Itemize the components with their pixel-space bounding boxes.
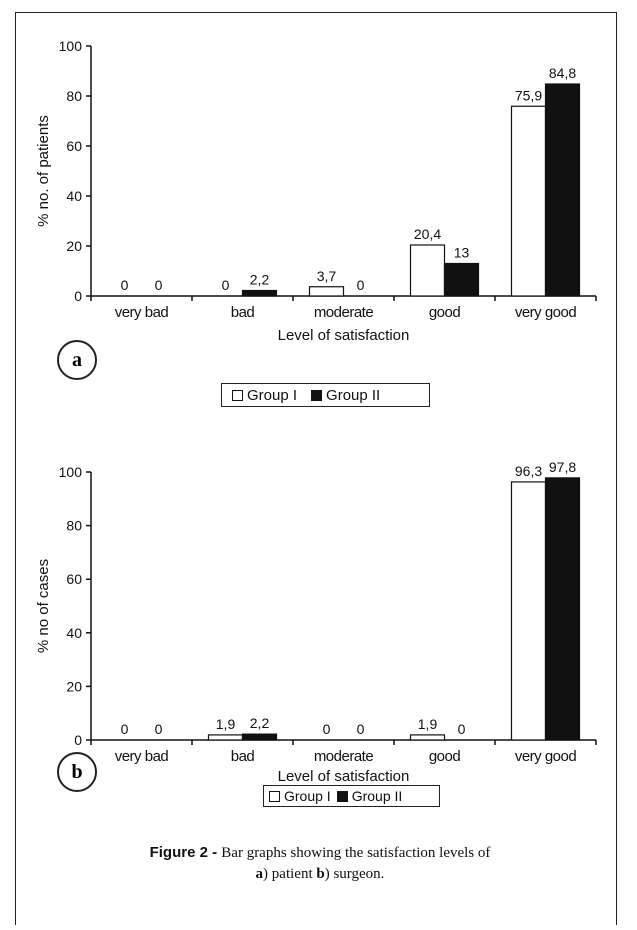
legend-label-group2: Group II bbox=[326, 386, 381, 404]
y-tick-label-a: 100 bbox=[59, 38, 83, 54]
data-label-a-series1: 3,7 bbox=[317, 268, 337, 284]
data-label-b-series2: 0 bbox=[155, 721, 163, 737]
legend-item-group1: Group I bbox=[232, 387, 297, 404]
data-label-a-series1: 20,4 bbox=[414, 226, 441, 242]
y-tick-label-a: 80 bbox=[66, 88, 82, 104]
legend-b: Group I Group II bbox=[263, 785, 440, 807]
data-label-b-series2: 2,2 bbox=[250, 715, 270, 731]
legend-swatch-group1 bbox=[232, 389, 243, 401]
x-tick-label-b: moderate bbox=[314, 748, 374, 765]
y-tick-label-a: 20 bbox=[66, 238, 82, 254]
legend-item-group2: Group II bbox=[311, 387, 380, 404]
bar-a-series2 bbox=[544, 83, 581, 297]
legend-item-group2-b: Group II bbox=[336, 788, 403, 804]
legend-label-group1: Group I bbox=[247, 386, 298, 404]
data-label-a-series1: 0 bbox=[121, 277, 129, 293]
caption-a-text: ) patient bbox=[263, 866, 317, 882]
legend-label-group1-b: Group I bbox=[284, 788, 331, 804]
caption-b-text: ) surgeon. bbox=[324, 866, 385, 882]
panel-label-b: b bbox=[57, 752, 97, 792]
data-label-a-series2: 13 bbox=[454, 245, 470, 261]
caption-b-letter: b bbox=[316, 866, 325, 882]
legend-swatch-group1-b bbox=[269, 790, 280, 802]
x-tick-label-a: bad bbox=[231, 304, 255, 321]
y-tick-label-b: 60 bbox=[66, 571, 82, 587]
x-tick-label-b: very bad bbox=[115, 748, 169, 765]
y-tick-label-a: 0 bbox=[74, 288, 82, 304]
caption-text: Bar graphs showing the satisfaction leve… bbox=[221, 845, 491, 861]
bar-a-series2 bbox=[241, 289, 278, 297]
data-label-b-series2: 0 bbox=[357, 721, 365, 737]
x-tick-label-b: very good bbox=[515, 748, 577, 765]
data-label-b-series1: 96,3 bbox=[515, 463, 542, 479]
y-tick-label-a: 40 bbox=[66, 188, 82, 204]
bar-a-series1 bbox=[510, 105, 547, 297]
legend-swatch-group2 bbox=[311, 389, 323, 401]
data-label-a-series2: 0 bbox=[357, 277, 365, 293]
bar-a-series2 bbox=[443, 262, 480, 297]
bar-b-series1 bbox=[409, 734, 446, 741]
x-tick-label-a: very good bbox=[515, 304, 577, 321]
x-tick-label-b: bad bbox=[231, 748, 255, 765]
bar-a-series1 bbox=[308, 286, 345, 297]
y-axis-title-b: % no of cases bbox=[35, 559, 52, 653]
figure-frame bbox=[15, 12, 617, 925]
bar-b-series2 bbox=[544, 477, 581, 741]
caption-a-letter: a bbox=[255, 866, 264, 882]
y-tick-label-b: 100 bbox=[59, 464, 83, 480]
x-tick-label-a: moderate bbox=[314, 304, 374, 321]
y-tick-label-a: 60 bbox=[66, 138, 82, 154]
data-label-a-series2: 2,2 bbox=[250, 272, 270, 288]
x-tick-label-a: good bbox=[429, 304, 461, 321]
x-axis-title-a: Level of satisfaction bbox=[278, 327, 410, 344]
x-tick-label-a: very bad bbox=[115, 304, 169, 321]
y-tick-label-b: 20 bbox=[66, 678, 82, 694]
caption-label: Figure 2 - bbox=[149, 844, 222, 861]
figure-caption: Figure 2 - Bar graphs showing the satisf… bbox=[70, 842, 570, 885]
data-label-a-series1: 75,9 bbox=[515, 87, 542, 103]
legend-swatch-group2-b bbox=[336, 790, 348, 802]
data-label-b-series1: 0 bbox=[323, 721, 331, 737]
data-label-b-series1: 1,9 bbox=[216, 716, 236, 732]
bar-b-series1 bbox=[510, 481, 547, 741]
data-label-b-series1: 0 bbox=[121, 721, 129, 737]
legend-item-group1-b: Group I bbox=[269, 788, 331, 804]
bar-a-series1 bbox=[409, 244, 446, 297]
x-tick-label-b: good bbox=[429, 748, 461, 765]
legend-a: Group I Group II bbox=[221, 383, 430, 407]
x-axis-title-b: Level of satisfaction bbox=[278, 768, 410, 785]
data-label-a-series2: 84,8 bbox=[549, 65, 576, 81]
y-tick-label-b: 80 bbox=[66, 518, 82, 534]
y-axis-title-a: % no. of patients bbox=[35, 115, 52, 227]
y-tick-label-b: 40 bbox=[66, 625, 82, 641]
panel-label-a: a bbox=[57, 340, 97, 380]
data-label-b-series2: 97,8 bbox=[549, 459, 576, 475]
data-label-b-series2: 0 bbox=[458, 721, 466, 737]
legend-label-group2-b: Group II bbox=[351, 788, 403, 804]
data-label-a-series1: 0 bbox=[222, 277, 230, 293]
bar-b-series1 bbox=[207, 734, 244, 741]
bar-b-series2 bbox=[241, 733, 278, 741]
data-label-b-series1: 1,9 bbox=[418, 716, 438, 732]
data-label-a-series2: 0 bbox=[155, 277, 163, 293]
y-tick-label-b: 0 bbox=[74, 732, 82, 748]
